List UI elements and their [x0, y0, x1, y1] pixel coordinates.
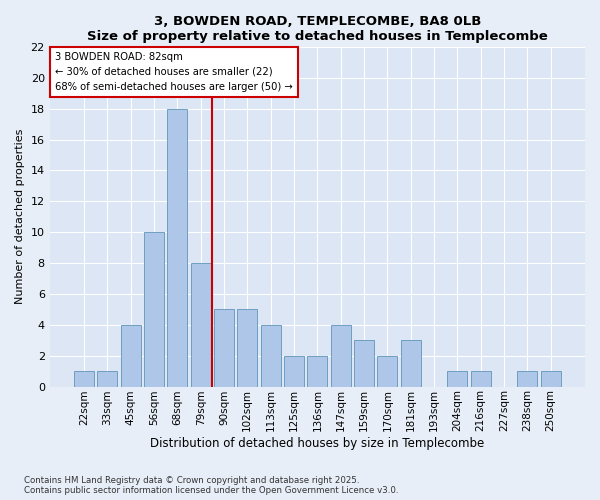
Bar: [191, 263, 211, 386]
Bar: [331, 325, 350, 386]
Text: 3 BOWDEN ROAD: 82sqm
← 30% of detached houses are smaller (22)
68% of semi-detac: 3 BOWDEN ROAD: 82sqm ← 30% of detached h…: [55, 52, 293, 92]
Text: Contains HM Land Registry data © Crown copyright and database right 2025.
Contai: Contains HM Land Registry data © Crown c…: [24, 476, 398, 495]
Bar: [74, 371, 94, 386]
Bar: [354, 340, 374, 386]
X-axis label: Distribution of detached houses by size in Templecombe: Distribution of detached houses by size …: [150, 437, 484, 450]
Bar: [144, 232, 164, 386]
Bar: [401, 340, 421, 386]
Bar: [214, 310, 234, 386]
Bar: [261, 325, 281, 386]
Bar: [448, 371, 467, 386]
Bar: [121, 325, 140, 386]
Bar: [167, 108, 187, 386]
Bar: [541, 371, 560, 386]
Bar: [307, 356, 327, 386]
Bar: [377, 356, 397, 386]
Bar: [517, 371, 538, 386]
Bar: [238, 310, 257, 386]
Bar: [471, 371, 491, 386]
Bar: [97, 371, 117, 386]
Title: 3, BOWDEN ROAD, TEMPLECOMBE, BA8 0LB
Size of property relative to detached house: 3, BOWDEN ROAD, TEMPLECOMBE, BA8 0LB Siz…: [87, 15, 548, 43]
Y-axis label: Number of detached properties: Number of detached properties: [15, 129, 25, 304]
Bar: [284, 356, 304, 386]
